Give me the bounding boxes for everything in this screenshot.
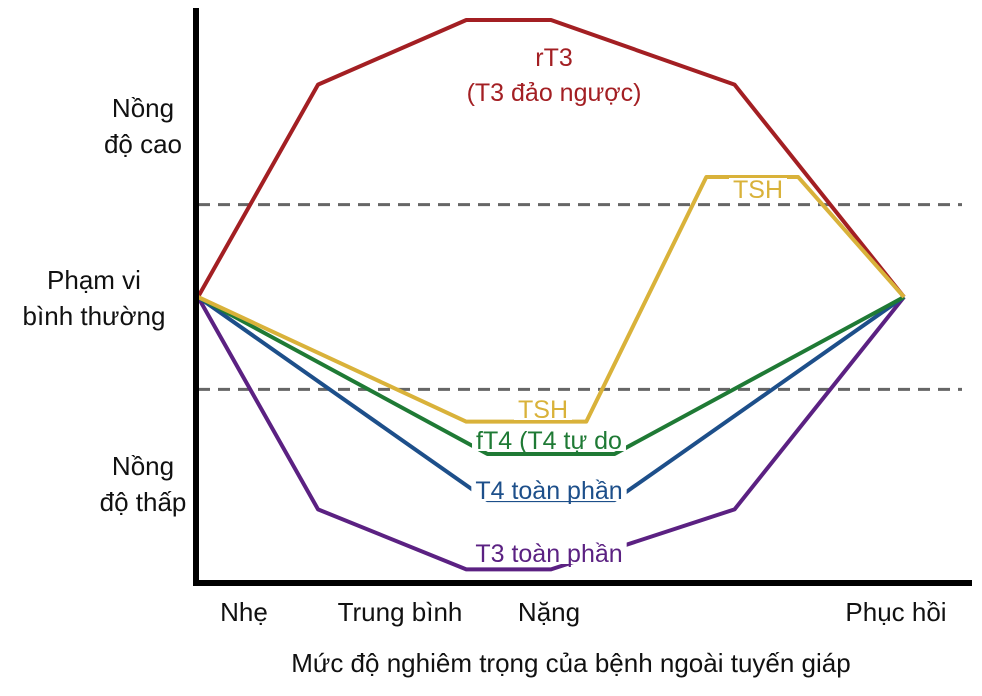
y-label-normal: Phạm vi bình thường — [0, 262, 188, 334]
series-label-rt3-line1: rT3 — [535, 44, 573, 72]
y-label-high-line1: Nồng — [111, 93, 175, 123]
series-line-0 — [196, 18, 906, 299]
y-label-low-line2: độ thấp — [99, 487, 187, 517]
y-label-normal-line1: Phạm vi — [47, 265, 141, 295]
series-label-tsh-high-bg — [729, 178, 787, 200]
series-label-t3-bg — [471, 542, 627, 564]
series-labels: rT3 (T3 đảo ngược) TSH TSH fT4 (T4 tự do T4 t… — [467, 44, 787, 568]
series-line-1 — [197, 174, 906, 424]
y-label-high-line2: độ cao — [103, 129, 183, 159]
series-label-t3: T3 toàn phần — [475, 540, 622, 568]
y-label-normal-line2: bình thường — [22, 301, 166, 331]
x-axis-title: Mức độ nghiêm trọng của bệnh ngoài tuyến… — [291, 648, 851, 678]
series-label-ft4: fT4 (T4 tự do — [476, 427, 622, 455]
series-label-ft4-bg — [472, 429, 626, 451]
series-line-2 — [197, 295, 905, 456]
series-label-tsh-low: TSH — [518, 396, 568, 424]
series-line-4 — [196, 295, 906, 572]
series-label-tsh-low-bg — [514, 398, 572, 420]
x-tick-label: Trung bình — [337, 597, 463, 627]
series-label-rt3-line2: (T3 đảo ngược) — [467, 79, 642, 107]
x-tick-label: Phục hồi — [845, 597, 947, 627]
x-tick-label: Nặng — [517, 597, 581, 627]
series-label-t4: T4 toàn phần — [475, 477, 622, 505]
y-label-low: Nồng độ thấp — [88, 448, 198, 520]
series-label-tsh-high: TSH — [733, 176, 783, 204]
x-tick-label: Nhẹ — [220, 597, 268, 627]
y-label-high: Nồng độ cao — [88, 90, 198, 162]
y-label-low-line1: Nồng — [111, 451, 175, 481]
normal-range-lines — [198, 203, 962, 391]
series-label-t4-bg — [471, 479, 627, 501]
